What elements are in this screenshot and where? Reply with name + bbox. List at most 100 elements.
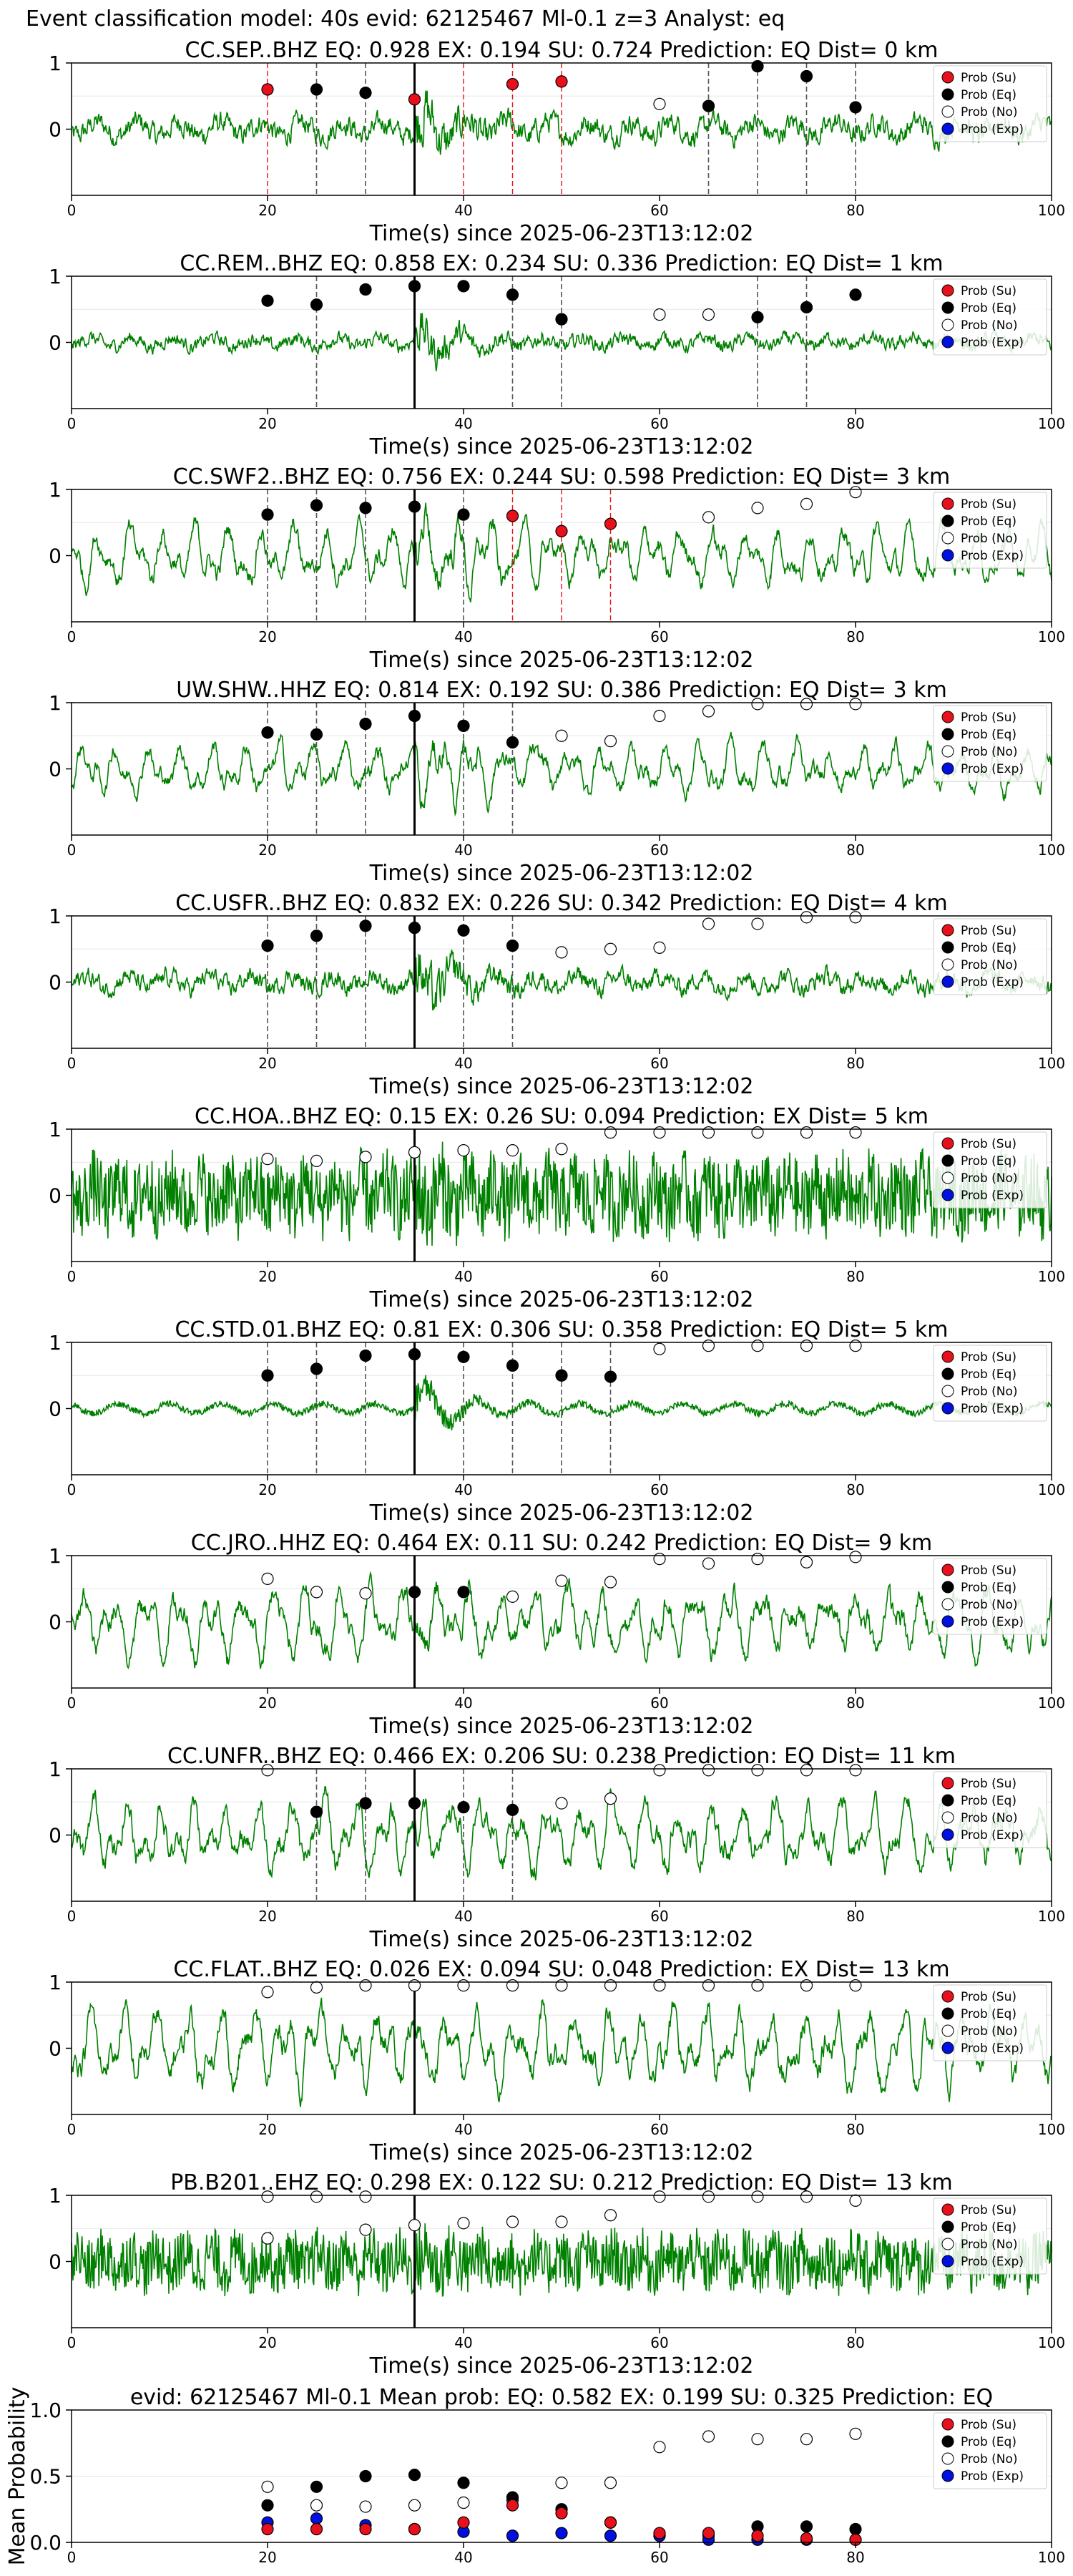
x-tick-label: 100 (1038, 2334, 1065, 2351)
y-tick-label: 0 (49, 2250, 62, 2274)
no-prob-marker (800, 1126, 813, 1139)
y-tick-label: 1 (49, 691, 62, 715)
x-axis-label: Time(s) since 2025-06-23T13:12:02 (369, 2140, 754, 2165)
no-prob-marker (555, 1143, 568, 1156)
summary-point-su (604, 2516, 617, 2529)
x-tick-label: 0 (67, 202, 77, 219)
eq-prob-marker (702, 99, 715, 112)
y-tick-label: 0.0 (29, 2531, 62, 2555)
x-tick-label: 20 (258, 2334, 276, 2351)
legend-marker (941, 2041, 954, 2054)
legend-marker (941, 1563, 954, 1576)
legend-marker (941, 105, 954, 118)
plot-area (72, 1982, 1052, 2114)
summary-point-no (604, 2477, 617, 2489)
x-tick-label: 40 (454, 1481, 472, 1498)
summary-point-eq (310, 2480, 323, 2493)
no-prob-marker (359, 1587, 372, 1600)
legend-label: Prob (No) (961, 1598, 1018, 1612)
no-prob-marker (408, 2219, 421, 2232)
x-tick-label: 80 (846, 2549, 864, 2566)
no-prob-marker (555, 2215, 568, 2228)
no-prob-marker (555, 1574, 568, 1587)
no-prob-marker (800, 1556, 813, 1568)
eq-prob-marker (310, 1362, 323, 1375)
y-axis-label: Mean Probability (5, 2387, 30, 2566)
y-tick-label: 1 (49, 1971, 62, 1994)
eq-prob-marker (261, 294, 274, 307)
summary-point-eq (359, 2469, 372, 2483)
panel-title: CC.STD.01.BHZ EQ: 0.81 EX: 0.306 SU: 0.3… (175, 1317, 948, 1342)
legend-label: Prob (Exp) (961, 2255, 1024, 2269)
summary-panel: evid: 62125467 Ml-0.1 Mean prob: EQ: 0.5… (5, 2385, 1065, 2566)
eq-prob-marker (261, 508, 274, 521)
legend-label: Prob (Exp) (961, 2469, 1024, 2484)
y-tick-label: 0.5 (29, 2465, 62, 2489)
legend-box (933, 1131, 1047, 1209)
legend-label: Prob (Su) (961, 1777, 1016, 1791)
no-prob-marker (702, 917, 715, 930)
waveform-trace (71, 731, 1052, 817)
eq-prob-marker (310, 930, 323, 942)
summary-point-exp (310, 2512, 323, 2525)
legend-marker (941, 1350, 954, 1363)
y-tick-label: 1 (49, 265, 62, 288)
eq-prob-marker (261, 726, 274, 739)
x-tick-label: 60 (650, 1908, 668, 1925)
legend-label: Prob (Eq) (961, 1154, 1016, 1169)
summary-point-no (261, 2480, 274, 2493)
y-tick-label: 0 (49, 1397, 62, 1421)
eq-prob-marker (310, 1805, 323, 1818)
summary-point-su (457, 2516, 470, 2529)
legend-label: Prob (Eq) (961, 2435, 1016, 2449)
legend-marker (941, 958, 954, 971)
no-prob-marker (506, 1590, 519, 1603)
x-tick-label: 20 (258, 841, 276, 859)
legend-label: Prob (Eq) (961, 301, 1016, 316)
eq-prob-marker (261, 940, 274, 952)
eq-prob-marker (408, 709, 421, 723)
x-tick-label: 40 (454, 2121, 472, 2138)
plot-area (72, 916, 1052, 1048)
legend-label: Prob (No) (961, 1171, 1018, 1186)
eq-prob-marker (310, 83, 323, 96)
legend-marker (941, 549, 954, 562)
eq-prob-marker (457, 924, 470, 937)
legend-label: Prob (Exp) (961, 1828, 1024, 1843)
no-prob-marker (849, 1551, 862, 1563)
legend-label: Prob (Eq) (961, 1794, 1016, 1808)
x-tick-label: 40 (454, 628, 472, 645)
no-prob-marker (800, 2190, 813, 2203)
x-tick-label: 40 (454, 2549, 472, 2566)
x-tick-label: 0 (67, 2334, 77, 2351)
waveform-trace (71, 2223, 1052, 2297)
no-prob-marker (555, 946, 568, 959)
no-prob-marker (604, 942, 617, 955)
summary-point-su (751, 2529, 764, 2542)
y-tick-label: 0 (49, 331, 62, 355)
no-prob-marker (800, 1979, 813, 1992)
x-tick-label: 60 (650, 2334, 668, 2351)
summary-point-no (408, 2499, 421, 2512)
no-prob-marker (261, 1986, 274, 1999)
x-axis-label: Time(s) since 2025-06-23T13:12:02 (369, 1501, 754, 1526)
legend-marker (941, 532, 954, 545)
no-prob-marker (702, 705, 715, 718)
x-tick-label: 100 (1038, 2121, 1065, 2138)
eq-prob-marker (457, 1586, 470, 1599)
eq-prob-marker (359, 1349, 372, 1362)
panel-title: CC.JRO..HHZ EQ: 0.464 EX: 0.11 SU: 0.242… (191, 1531, 932, 1556)
x-axis-label: Time(s) since 2025-06-23T13:12:02 (369, 1927, 754, 1952)
summary-point-no (849, 2427, 862, 2440)
x-tick-label: 80 (846, 841, 864, 859)
no-prob-marker (359, 2223, 372, 2236)
legend-marker (941, 2255, 954, 2268)
summary-point-eq (408, 2469, 421, 2482)
waveform-trace (71, 1141, 1052, 1246)
station-panel: CC.SEP..BHZ EQ: 0.928 EX: 0.194 SU: 0.72… (49, 38, 1065, 246)
su-prob-marker (506, 509, 519, 522)
eq-prob-marker (849, 288, 862, 301)
legend-marker (941, 2007, 954, 2020)
summary-point-eq (261, 2499, 274, 2512)
x-tick-label: 80 (846, 1055, 864, 1072)
